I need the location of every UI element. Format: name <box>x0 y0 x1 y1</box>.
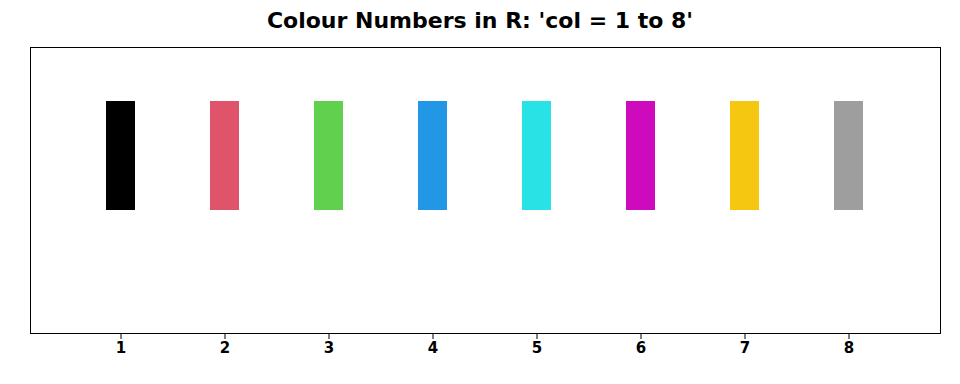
svg-text:3: 3 <box>324 339 334 357</box>
svg-text:1: 1 <box>116 339 126 357</box>
svg-text:5: 5 <box>532 339 542 357</box>
svg-text:8: 8 <box>844 339 854 357</box>
svg-text:2: 2 <box>220 339 230 357</box>
svg-text:4: 4 <box>428 339 438 357</box>
svg-text:7: 7 <box>740 339 750 357</box>
html-text:Colour Numbers in R: 'col = 1: Colour Numbers in R: 'col = 1 to 8' <box>266 8 693 33</box>
svg-text:6: 6 <box>636 339 646 357</box>
